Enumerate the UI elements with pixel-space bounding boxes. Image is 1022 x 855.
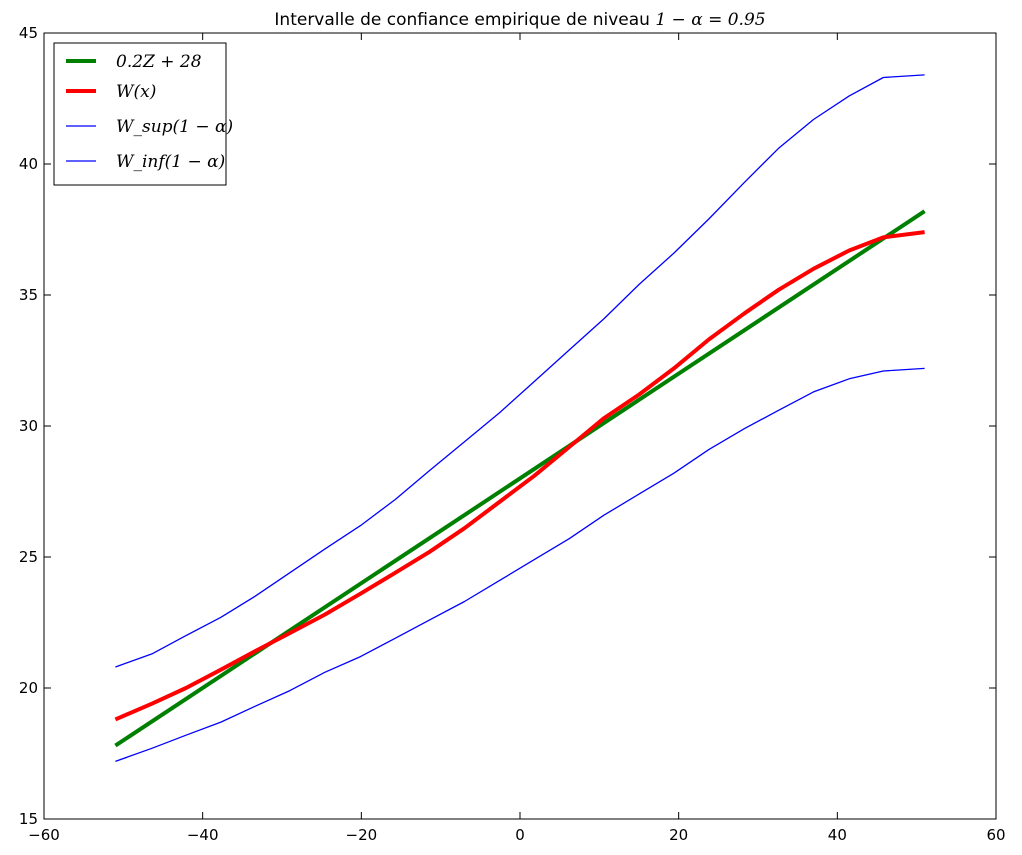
legend-label: W(x) <box>116 82 156 102</box>
series-layer <box>114 74 926 763</box>
y-tick-label: 30 <box>19 417 38 435</box>
y-tick-label: 45 <box>19 24 38 42</box>
x-tick-label: 0 <box>515 826 525 844</box>
series-green-line <box>114 209 926 748</box>
tick-labels-layer: −60 −40 −20 0 20 40 60 15 20 25 30 35 40 45 <box>19 24 1006 844</box>
legend-label: W_sup(1 − α) <box>116 117 233 137</box>
chart-title: Intervalle de confiance empirique de niv… <box>274 10 765 30</box>
series-blue-inf-line <box>115 367 925 763</box>
legend-label: 0.2Z + 28 <box>116 52 202 72</box>
x-tick-label: 40 <box>828 826 847 844</box>
x-tick-label: −40 <box>187 826 219 844</box>
legend-entries: 0.2Z + 28 W(x) W_sup(1 − α) W_inf(1 − α) <box>66 52 233 172</box>
y-tick-label: 35 <box>19 286 38 304</box>
x-tick-label: 20 <box>669 826 688 844</box>
x-tick-label: −60 <box>28 826 60 844</box>
chart-title-text: Intervalle de confiance empirique de niv… <box>274 10 655 30</box>
legend: 0.2Z + 28 W(x) W_sup(1 − α) W_inf(1 − α) <box>53 42 233 186</box>
y-tick-label: 25 <box>19 548 38 566</box>
x-tick-label: −20 <box>346 826 378 844</box>
y-tick-label: 15 <box>19 810 38 828</box>
x-tick-label: 60 <box>986 826 1005 844</box>
chart-title-math: 1 − α = 0.95 <box>655 10 765 30</box>
series-blue-sup-line <box>115 74 925 668</box>
legend-label: W_inf(1 − α) <box>116 152 225 172</box>
ticks-layer <box>43 32 997 820</box>
y-tick-label: 20 <box>19 679 38 697</box>
series-red-line <box>114 230 925 722</box>
y-tick-label: 40 <box>19 155 38 173</box>
